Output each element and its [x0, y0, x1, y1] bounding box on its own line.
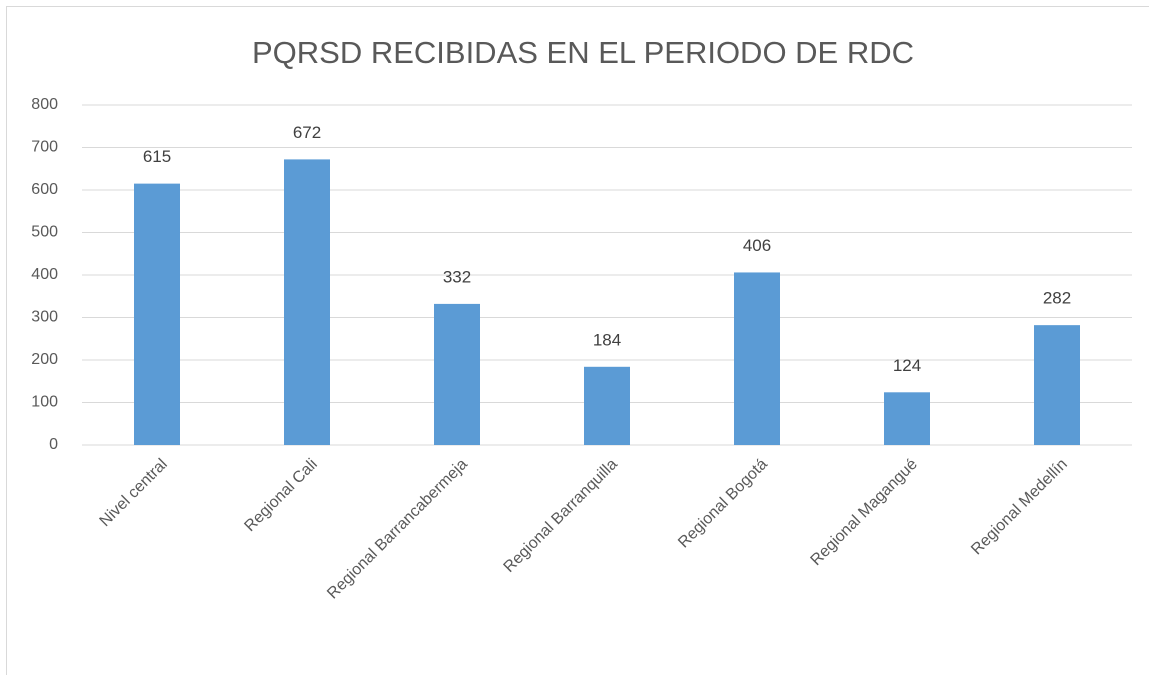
- y-tick-label: 500: [31, 224, 58, 241]
- bar: [734, 272, 780, 445]
- x-tick-label: Regional Barrancabermeja: [324, 456, 471, 603]
- y-tick-label: 700: [31, 139, 58, 156]
- value-label: 124: [893, 356, 921, 375]
- x-tick-label: Regional Barranquilla: [501, 456, 621, 576]
- value-label: 332: [443, 267, 471, 286]
- x-tick-label: Nivel central: [97, 456, 171, 530]
- y-tick-label: 400: [31, 266, 58, 283]
- bar: [584, 366, 630, 445]
- y-tick-label: 200: [31, 351, 58, 368]
- x-tick-label: Regional Medellín: [968, 456, 1071, 559]
- chart-border: [6, 6, 1149, 675]
- y-tick-label: 100: [31, 394, 58, 411]
- y-tick-label: 300: [31, 309, 58, 326]
- bar: [884, 392, 930, 445]
- value-label: 672: [293, 123, 321, 142]
- x-tick-label: Regional Cali: [241, 456, 320, 535]
- value-label: 184: [593, 330, 621, 349]
- x-tick-label: Regional Magangué: [808, 456, 921, 569]
- y-tick-label: 800: [31, 96, 58, 113]
- chart-title: PQRSD RECIBIDAS EN EL PERIODO DE RDC: [252, 35, 914, 70]
- value-label: 282: [1043, 289, 1071, 308]
- value-label: 615: [143, 147, 171, 166]
- y-tick-label: 600: [31, 181, 58, 198]
- y-tick-label: 0: [49, 436, 58, 453]
- bar: [1034, 325, 1080, 445]
- bar: [284, 159, 330, 445]
- bar: [434, 303, 480, 445]
- value-label: 406: [743, 236, 771, 255]
- x-tick-label: Regional Bogotá: [675, 456, 771, 552]
- bar: [134, 183, 180, 445]
